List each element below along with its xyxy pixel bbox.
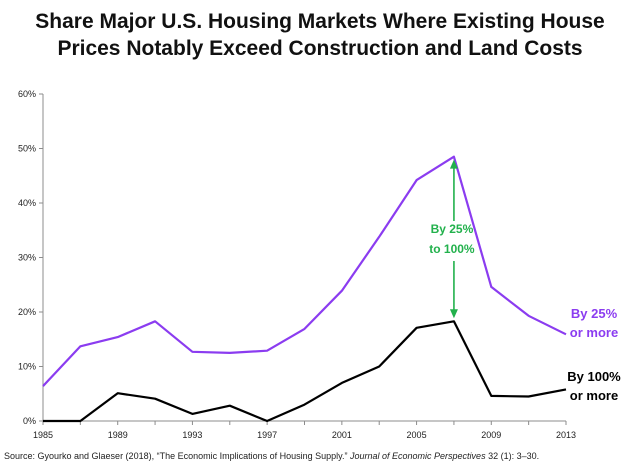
series-label: By 25% — [571, 306, 618, 321]
x-tick-label: 2001 — [332, 430, 352, 440]
series-label: By 100% — [567, 369, 621, 384]
x-tick-label: 2013 — [556, 430, 576, 440]
source-journal: Journal of Economic Perspectives — [350, 451, 486, 461]
chart-title-line-1: Share Major U.S. Housing Markets Where E… — [35, 10, 605, 33]
annotation-arrowhead-up — [449, 159, 458, 169]
x-tick-label: 2005 — [407, 430, 427, 440]
annotation-label: By 25% — [431, 222, 474, 236]
y-tick-label: 20% — [18, 307, 36, 317]
x-tick-label: 2009 — [481, 430, 501, 440]
y-tick-label: 0% — [23, 416, 36, 426]
series-line-by-100-or-more — [43, 320, 567, 423]
source-note: Source: Gyourko and Glaeser (2018), “The… — [4, 451, 539, 461]
annotation-label: to 100% — [429, 242, 475, 256]
y-tick-label: 30% — [18, 253, 36, 263]
y-tick-label: 10% — [18, 362, 36, 372]
annotation-arrowhead-down — [449, 309, 458, 319]
x-tick-label: 1997 — [257, 430, 277, 440]
y-tick-label: 40% — [18, 198, 36, 208]
x-tick-label: 1993 — [182, 430, 202, 440]
series-label: or more — [570, 388, 618, 403]
series-line-by-25-or-more — [42, 155, 567, 387]
series-label: or more — [570, 325, 618, 340]
chart-title: Share Major U.S. Housing Markets Where E… — [0, 8, 640, 62]
source-suffix: 32 (1): 3–30. — [485, 451, 540, 461]
x-tick-label: 1985 — [33, 430, 53, 440]
y-tick-label: 50% — [18, 144, 36, 154]
x-tick-label: 1989 — [108, 430, 128, 440]
chart-title-line-2: Prices Notably Exceed Construction and L… — [57, 37, 583, 60]
source-prefix: Source: Gyourko and Glaeser (2018), “The… — [4, 451, 350, 461]
y-tick-label: 60% — [18, 89, 36, 99]
